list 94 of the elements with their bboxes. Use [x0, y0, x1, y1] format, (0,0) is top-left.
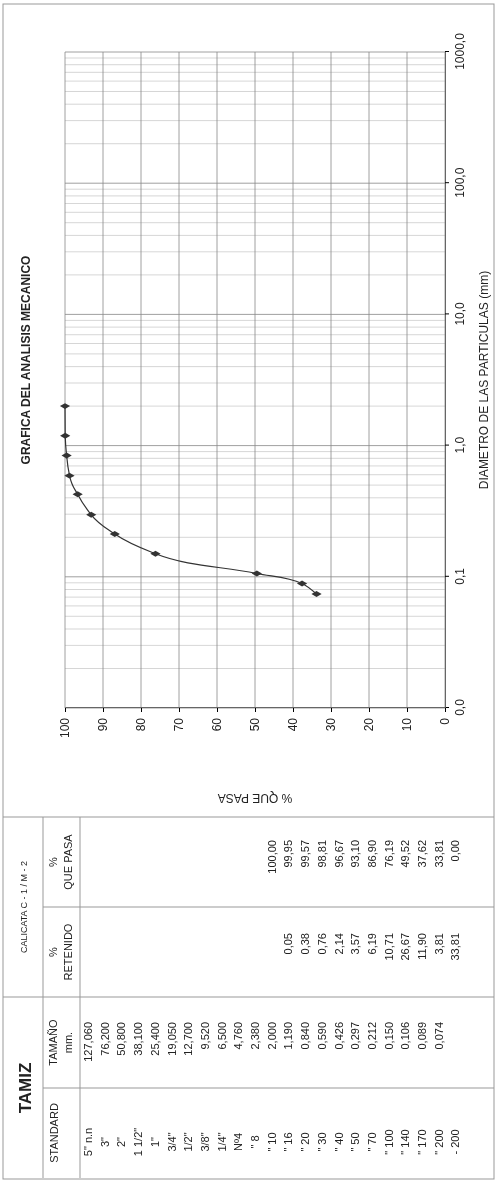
data-label: 93,10	[349, 840, 362, 868]
category-label: " 200	[432, 1129, 445, 1155]
data-label: 0,76	[315, 933, 328, 955]
data-label: 0,590	[315, 1022, 328, 1050]
data-label: 3,81	[432, 933, 445, 955]
category-label: " 8	[249, 1135, 261, 1149]
x-tick-label: 100	[58, 717, 73, 739]
y-tick-label: 100,0	[452, 167, 467, 198]
data-label: 76,200	[98, 1022, 111, 1056]
category-label: 1/4"	[215, 1132, 228, 1152]
data-label: 50,800	[115, 1022, 128, 1056]
category-label: " 30	[315, 1132, 328, 1152]
data-label: 19,050	[165, 1022, 178, 1056]
text: STANDARD	[48, 1103, 60, 1163]
category-label: 3/8"	[198, 1132, 211, 1152]
category-label: Nº4	[232, 1132, 245, 1152]
x-tick-label: 10	[400, 717, 415, 732]
data-label: 4,760	[232, 1022, 245, 1050]
category-label: 1/2"	[182, 1132, 195, 1152]
x-tick-label: 80	[134, 717, 149, 732]
data-label: 33,81	[449, 933, 462, 961]
y-axis-title: DIAMETRO DE LAS PARTICULAS (mm)	[477, 270, 491, 490]
category-label: " 20	[299, 1132, 312, 1152]
category-label: 1 1/2"	[132, 1127, 145, 1157]
data-label: 33,81	[432, 840, 445, 868]
category-label: - 200	[449, 1129, 462, 1155]
data-label: 0,840	[299, 1022, 312, 1050]
text: CALICATA C - 1 / M - 2	[19, 860, 29, 954]
text: GRAFICA DEL ANALISIS MECANICO	[19, 255, 33, 465]
category-label: 5" n.n	[82, 1127, 94, 1157]
data-label: 127,060	[82, 1022, 94, 1062]
data-label: 49,52	[399, 840, 412, 868]
category-label: 2"	[115, 1136, 128, 1148]
text: TAMIZ	[16, 1062, 35, 1114]
data-label: 0,426	[332, 1022, 345, 1050]
data-label: 96,67	[332, 840, 345, 868]
category-label: " 40	[332, 1132, 345, 1152]
data-label: 25,400	[148, 1022, 161, 1056]
text: TAMAÑO mm.	[47, 1018, 74, 1066]
category-label: " 70	[365, 1132, 378, 1152]
x-tick-label: 60	[210, 717, 225, 732]
text: % RETENIDO	[47, 923, 74, 981]
data-label: 12,700	[182, 1022, 195, 1056]
data-label: 76,19	[382, 840, 395, 868]
x-tick-label: 50	[248, 717, 263, 732]
data-label: 0,297	[349, 1022, 362, 1050]
data-label: 0,38	[299, 933, 312, 955]
data-label: 3,57	[349, 933, 362, 955]
data-label: 99,57	[299, 840, 312, 868]
category-label: " 50	[349, 1132, 362, 1152]
x-tick-label: 40	[286, 717, 301, 732]
data-label: 1,190	[282, 1022, 295, 1050]
data-label: 0,05	[282, 933, 295, 955]
data-label: 99,95	[282, 840, 295, 868]
x-tick-label: 70	[172, 717, 187, 732]
data-label: 98,81	[315, 840, 328, 868]
category-label: " 170	[416, 1129, 428, 1155]
category-label: 3"	[98, 1136, 111, 1148]
data-label: 86,90	[365, 840, 378, 868]
y-tick-label: 1,0	[452, 436, 467, 454]
text: % QUE PASA	[47, 833, 74, 890]
data-label: 0,212	[365, 1022, 378, 1050]
data-label: 100,00	[265, 840, 278, 874]
category-label: " 100	[382, 1129, 395, 1155]
data-label: 2,000	[265, 1022, 278, 1050]
y-tick-label: 0,0	[452, 698, 467, 716]
data-label: 0,089	[416, 1022, 428, 1050]
data-label: 9,520	[198, 1022, 211, 1050]
category-label: " 140	[399, 1129, 412, 1155]
y-tick-label: 10,0	[452, 301, 467, 326]
data-label: 6,500	[215, 1022, 228, 1050]
data-label: 38,100	[132, 1022, 145, 1056]
category-label: " 10	[265, 1132, 278, 1152]
x-tick-label: 0	[438, 717, 453, 725]
data-label: 0,106	[399, 1022, 412, 1050]
data-label: 0,00	[449, 840, 462, 862]
y-tick-label: 1000,0	[452, 32, 467, 70]
category-label: 1"	[148, 1136, 161, 1148]
x-tick-label: 30	[324, 717, 339, 732]
data-label: 6,19	[365, 933, 378, 955]
data-label: 2,380	[249, 1022, 261, 1050]
data-label: 10,71	[382, 933, 395, 961]
category-label: 3/4"	[165, 1132, 178, 1152]
data-label: 0,150	[382, 1022, 395, 1050]
x-tick-label: 20	[362, 717, 377, 732]
x-tick-label: 90	[96, 717, 111, 732]
data-label: 2,14	[332, 933, 345, 955]
data-label: 26,67	[399, 933, 412, 961]
x-axis-title: % QUE PASA	[217, 791, 293, 805]
y-tick-label: 0,1	[452, 567, 467, 585]
data-label: 37,62	[416, 840, 428, 868]
category-label: " 16	[282, 1132, 295, 1152]
data-label: 11,90	[416, 933, 428, 960]
data-label: 0,074	[432, 1022, 445, 1050]
